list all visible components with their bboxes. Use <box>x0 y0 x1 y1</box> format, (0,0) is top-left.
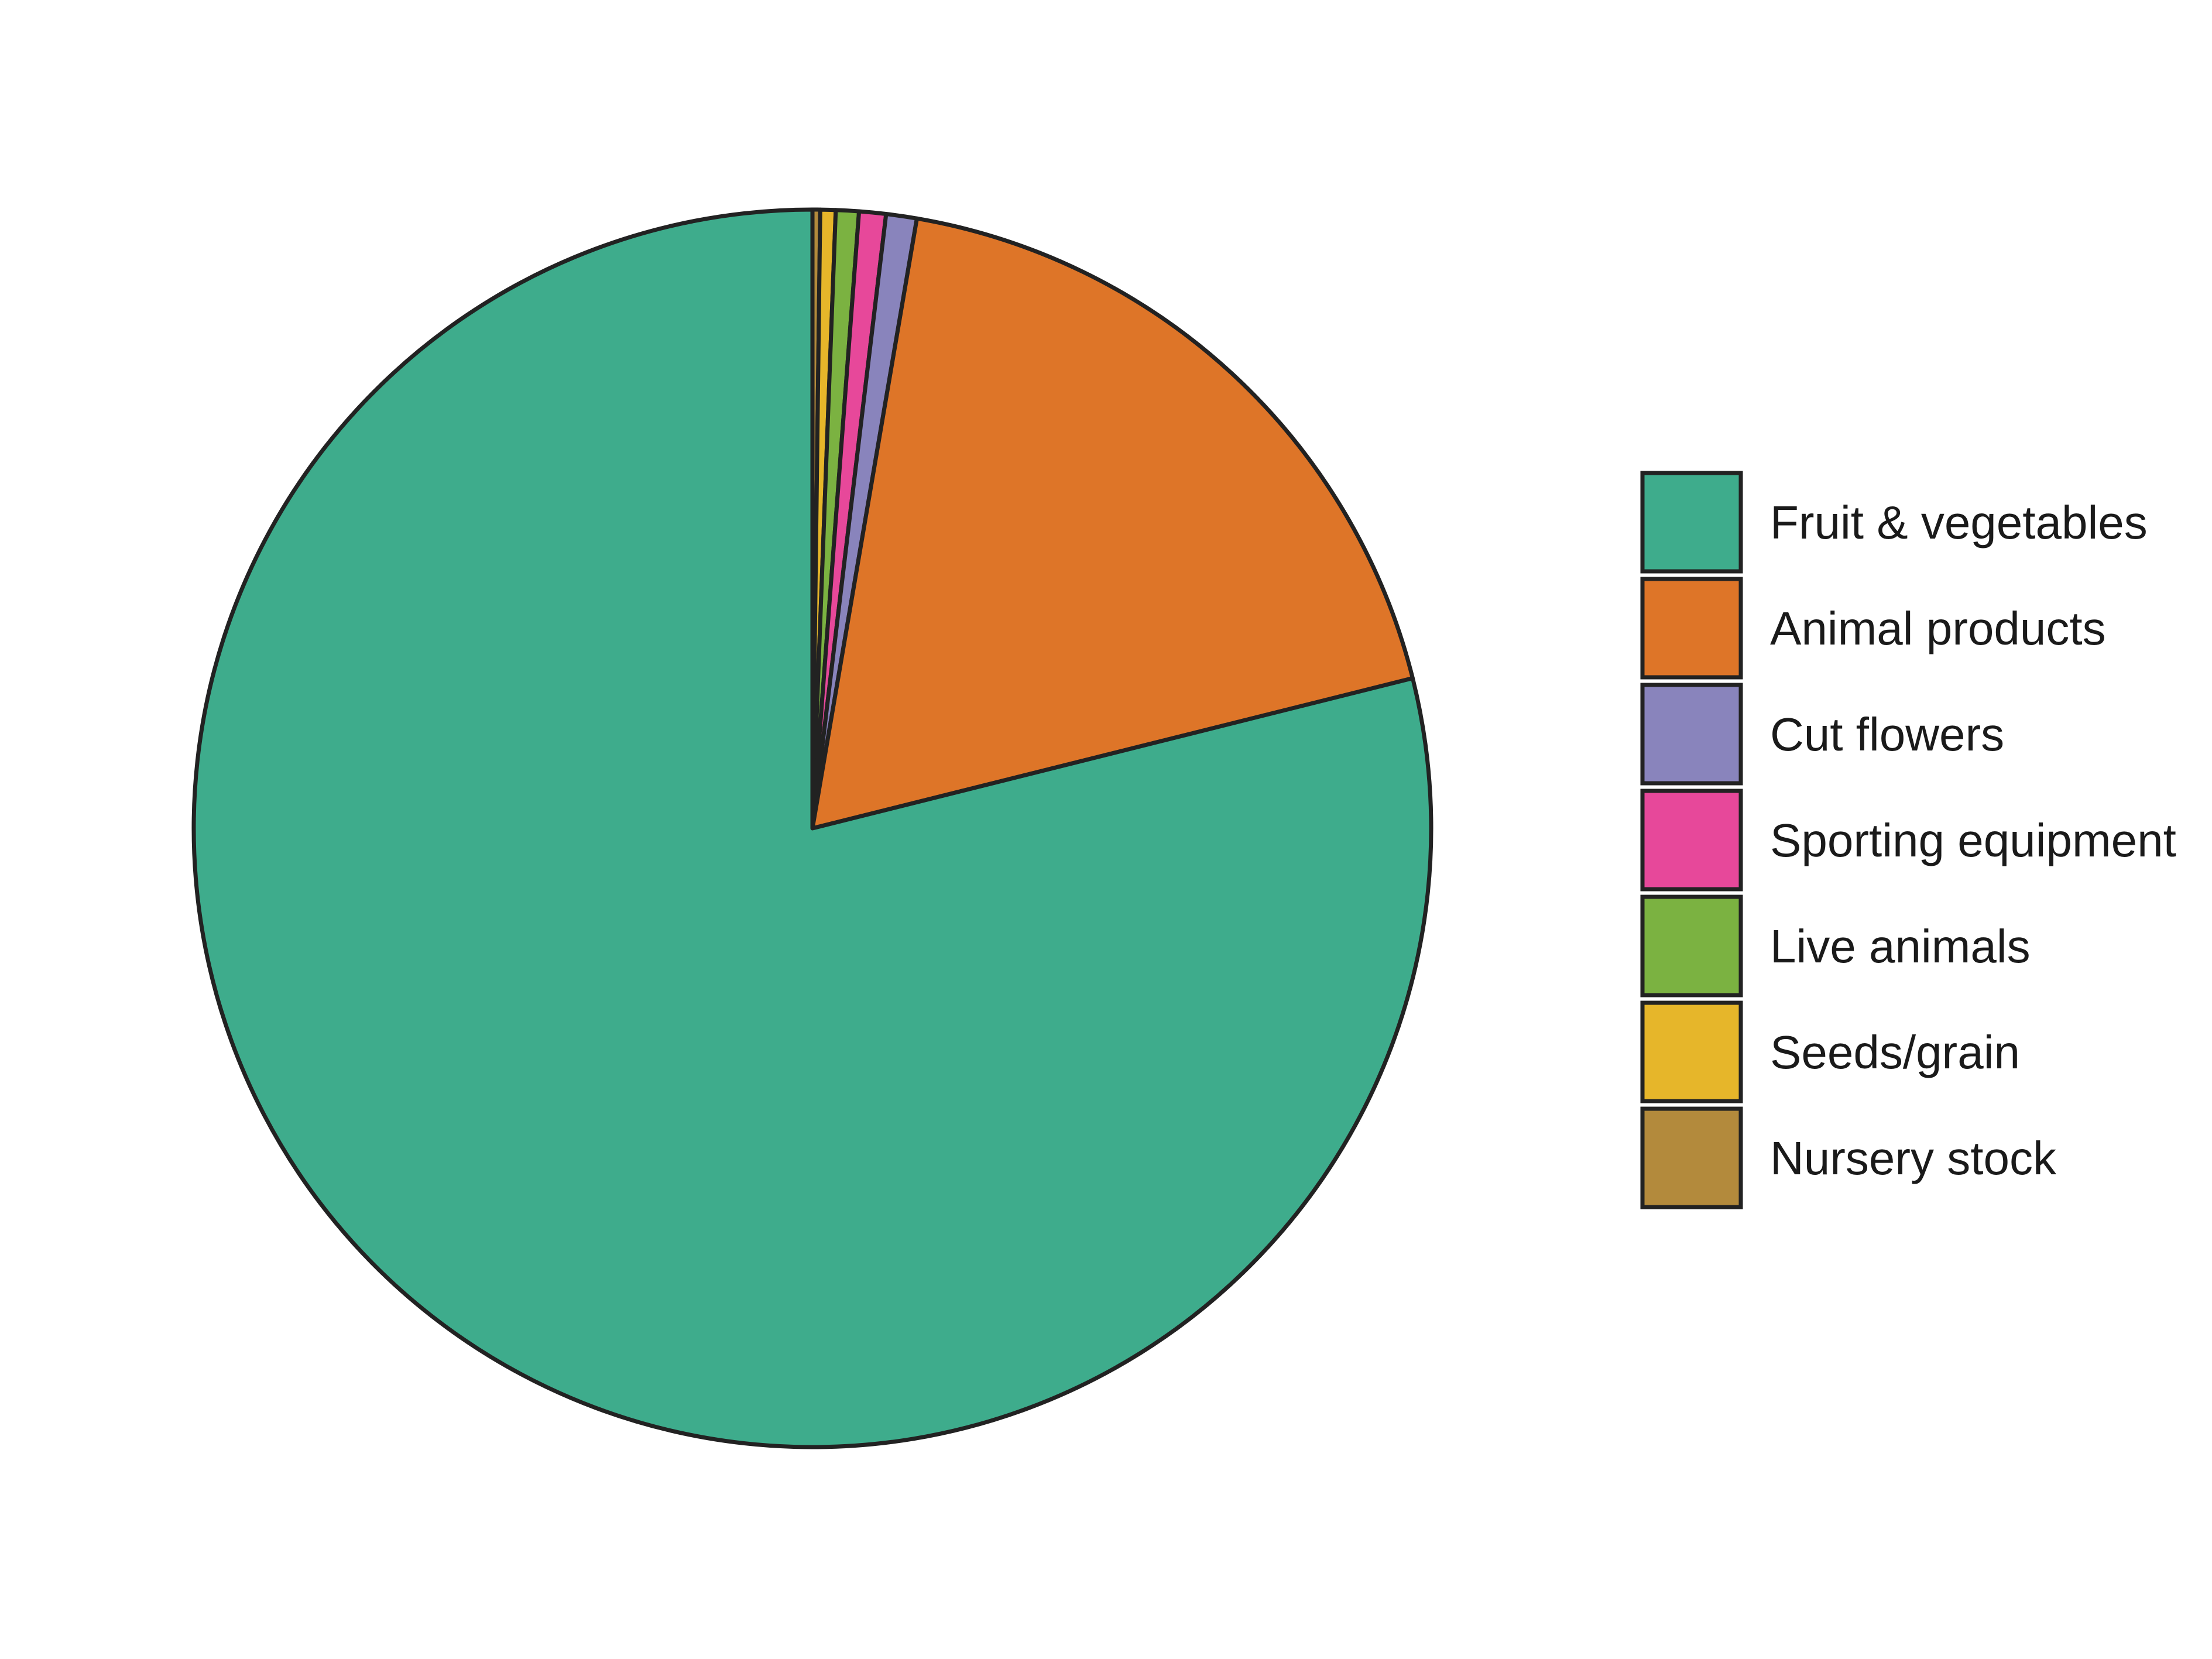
legend-swatch-seeds-grain <box>1640 1000 1743 1103</box>
legend-label-cut-flowers: Cut flowers <box>1770 708 2004 760</box>
legend-swatch-animal-products <box>1640 577 1743 680</box>
pie-slice-animal-products <box>810 216 1415 831</box>
legend-label-fruit-vegetables: Fruit & vegetables <box>1770 496 2148 549</box>
legend-swatch-fruit-vegetables <box>1640 471 1743 574</box>
legend: Fruit & vegetables Animal products Cut flo… <box>1640 471 2176 1209</box>
legend-swatch-sporting-equipment <box>1640 789 1743 892</box>
legend-swatch-live-animals <box>1640 894 1743 998</box>
legend-label-nursery-stock: Nursery stock <box>1770 1132 2057 1184</box>
pie-slices <box>191 207 1433 1449</box>
legend-swatch-nursery-stock <box>1640 1106 1743 1209</box>
pie-slice-fruit-vegetables <box>191 207 1433 1449</box>
legend-label-animal-products: Animal products <box>1770 602 2106 654</box>
legend-swatch-cut-flowers <box>1640 683 1743 786</box>
legend-label-sporting-equipment: Sporting equipment <box>1770 814 2176 866</box>
legend-label-live-animals: Live animals <box>1770 920 2031 972</box>
legend-label-seeds-grain: Seeds/grain <box>1770 1026 2020 1078</box>
